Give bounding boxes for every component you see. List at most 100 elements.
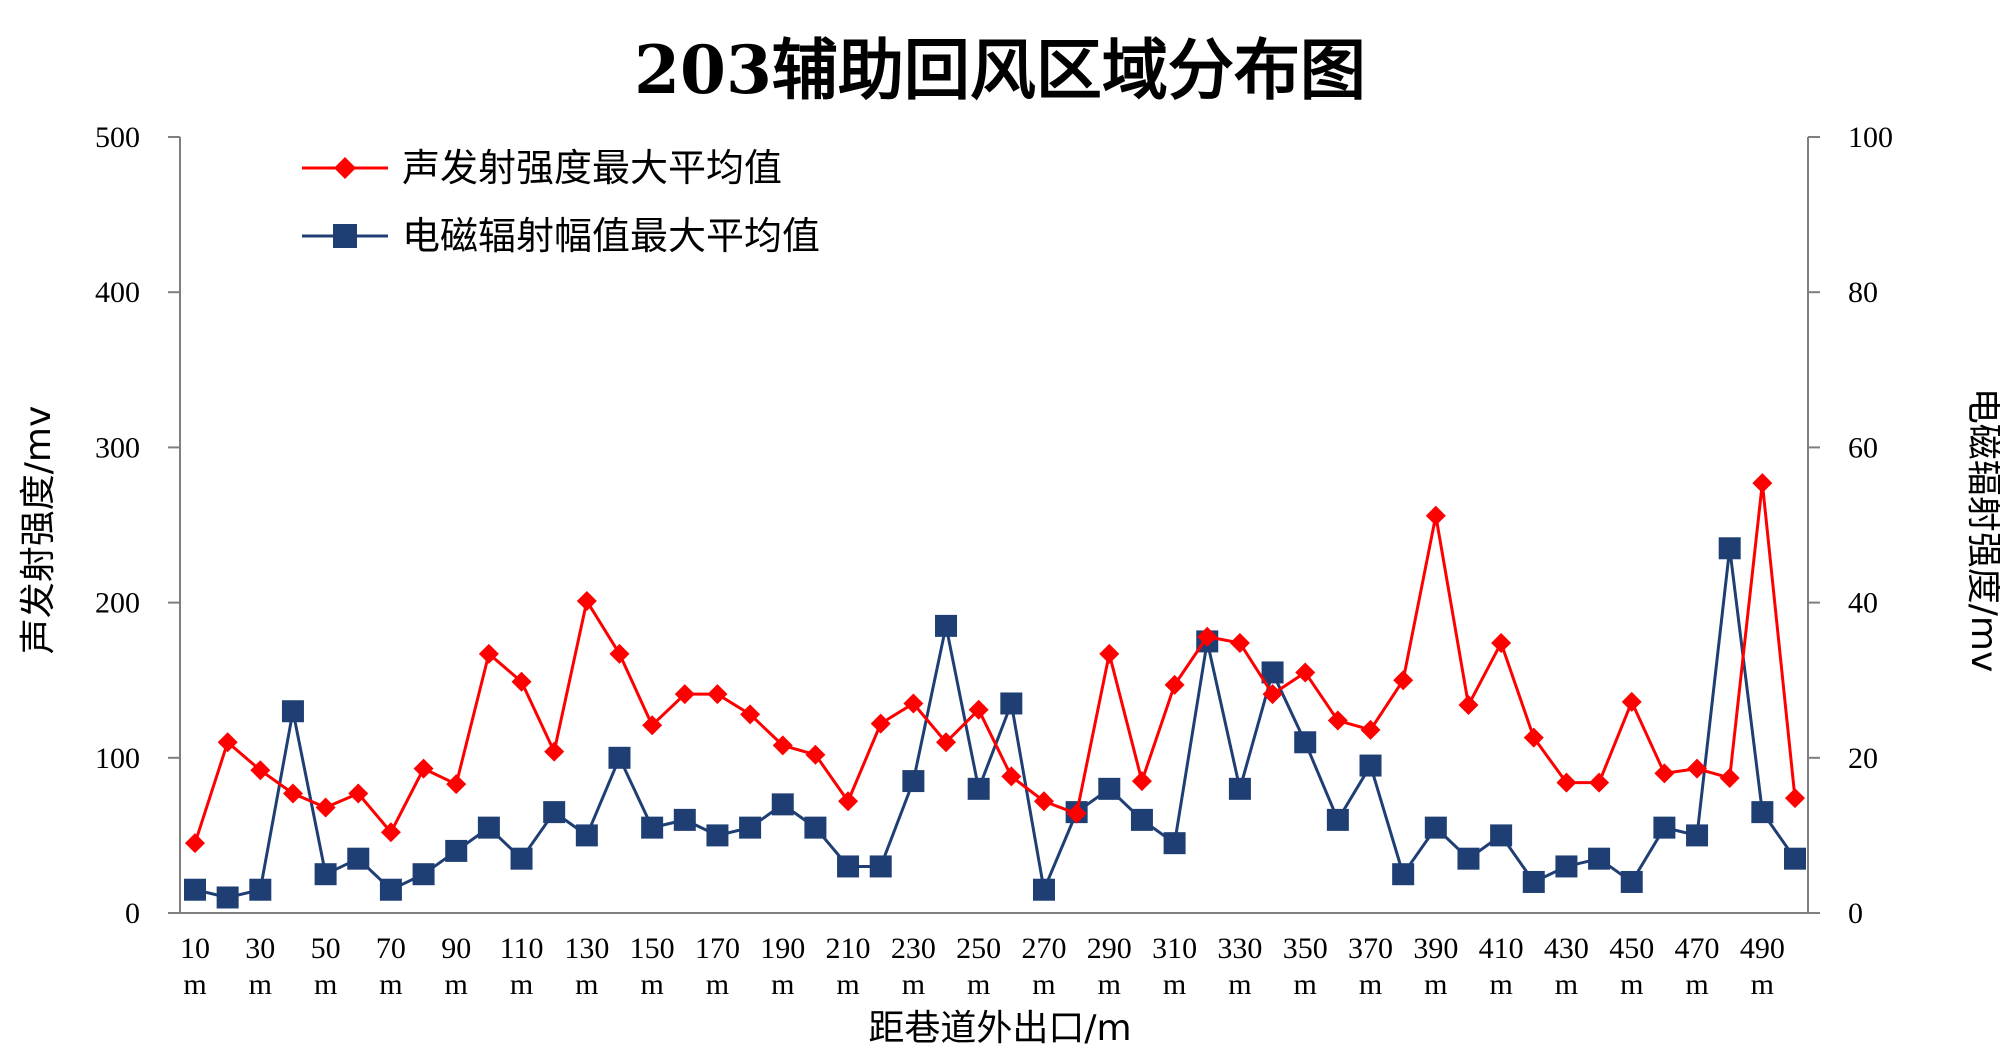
data-point-square [641,816,664,839]
x-tick-unit: m [183,968,206,1001]
data-point-square [412,863,435,886]
data-point-square [543,801,566,824]
data-point-square [347,847,370,870]
data-point-diamond [1295,662,1316,683]
data-point-square [1718,537,1741,560]
data-point-diamond [1197,626,1218,647]
data-point-square [1588,847,1611,870]
data-point-diamond [282,783,303,804]
data-point-diamond [1654,763,1675,784]
data-point-diamond [315,797,336,818]
x-tick-label: 470 [1675,932,1720,965]
data-point-square [837,855,860,878]
x-tick-unit: m [249,968,272,1001]
data-point-diamond [185,833,205,854]
x-tick-unit: m [967,968,990,1001]
data-point-square [902,770,925,793]
data-point-diamond [707,684,728,705]
x-tick-unit: m [1685,968,1708,1001]
data-point-square [1228,777,1251,800]
x-tick-unit: m [1620,968,1643,1001]
y-right-tick-label: 80 [1848,276,1878,309]
data-point-diamond [1099,643,1120,664]
x-tick-label: 410 [1479,932,1524,965]
y-left-tick-label: 200 [95,587,140,620]
data-point-diamond [740,704,761,725]
data-point-square [216,886,239,909]
x-tick-label: 390 [1413,932,1458,965]
data-point-square [1686,824,1709,847]
data-point-square [608,746,631,769]
axes [168,136,1820,914]
data-point-diamond [1164,674,1185,695]
data-point-diamond [1621,691,1642,712]
data-point-square [935,614,958,637]
data-point-square [1424,816,1447,839]
data-point-diamond [380,822,401,843]
data-point-diamond [1458,695,1479,716]
x-tick-label: 10 [180,932,210,965]
data-point-diamond [968,699,989,720]
data-point-square [1620,870,1643,893]
x-tick-label: 290 [1087,932,1132,965]
x-tick-label: 90 [441,932,471,965]
data-point-diamond [1262,684,1283,705]
x-tick-unit: m [1751,968,1774,1001]
x-tick-unit: m [379,968,402,1001]
series-line [193,481,1797,844]
x-tick-label: 250 [956,932,1001,965]
data-point-diamond [1687,758,1708,779]
data-point-diamond [1589,772,1610,793]
data-point-diamond [217,732,238,753]
y-left-tick-label: 100 [95,742,140,775]
data-point-square [477,816,500,839]
x-axis-label: 距巷道外出口/m [868,1008,1131,1049]
data-point-diamond [576,591,597,612]
data-point-diamond [1327,710,1348,731]
data-point-diamond [1033,791,1054,812]
data-point-square [1032,878,1055,901]
data-point-diamond [805,744,826,765]
data-point-diamond [609,643,630,664]
y-left-tick-label: 0 [125,897,140,930]
data-point-diamond [1425,505,1446,526]
data-point-diamond [870,713,891,734]
x-tick-unit: m [1555,968,1578,1001]
data-point-diamond [642,715,663,736]
data-point-diamond [478,643,499,664]
data-point-square [184,878,206,901]
data-point-diamond [544,741,565,762]
data-point-diamond [903,693,924,714]
x-tick-unit: m [1032,968,1055,1001]
data-point-diamond [1523,727,1544,748]
data-point-square [1392,863,1415,886]
x-tick-label: 370 [1348,932,1393,965]
x-tick-unit: m [902,968,925,1001]
x-tick-unit: m [1098,968,1121,1001]
data-point-square [1751,801,1774,824]
x-tick-label: 70 [376,932,406,965]
y-right-tick-label: 40 [1848,587,1878,620]
data-point-square [1130,808,1153,831]
x-tick-label: 330 [1217,932,1262,965]
data-point-square [1294,731,1317,754]
legend-label: 声发射强度最大平均值 [402,146,782,190]
y-right-tick-label: 20 [1848,742,1878,775]
legend-marker-diamond [334,157,356,179]
y-left-tick-label: 300 [95,431,140,464]
data-point-square [575,824,598,847]
y-left-tick-label: 400 [95,276,140,309]
data-point-square [445,839,468,862]
data-point-diamond [1785,788,1805,809]
data-point-diamond [1393,670,1414,691]
y-right-tick-label: 0 [1848,897,1863,930]
data-point-diamond [936,732,957,753]
data-point-diamond [772,735,793,756]
data-point-square [706,824,729,847]
data-point-square [771,793,794,816]
data-point-square [739,816,762,839]
y-axis-right-label: 电磁辐射强度/mv [1963,388,2000,673]
x-tick-label: 150 [630,932,675,965]
x-tick-label: 30 [245,932,275,965]
